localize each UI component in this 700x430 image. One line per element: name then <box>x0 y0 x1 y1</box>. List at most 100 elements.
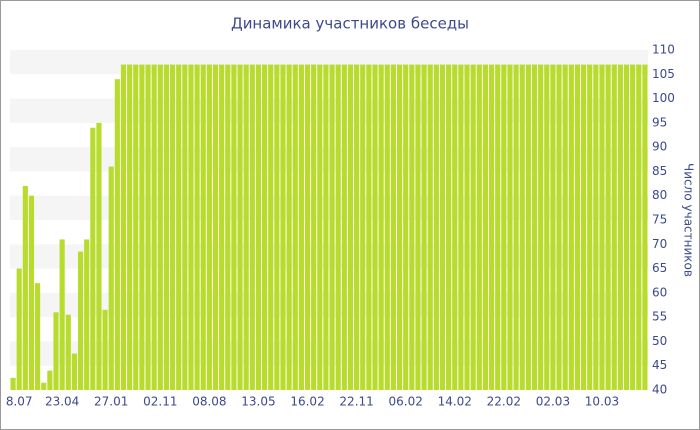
bar <box>292 64 298 391</box>
bar <box>262 64 268 391</box>
y-tick-label: 45 <box>652 358 667 372</box>
bar <box>544 64 550 391</box>
x-tick-label: 27.01 <box>94 395 128 409</box>
bar <box>605 64 611 391</box>
bar <box>212 64 219 391</box>
chart-title: Динамика участников беседы <box>231 15 469 33</box>
y-tick-label: 70 <box>652 237 667 251</box>
bar <box>157 64 163 391</box>
bar <box>636 64 642 391</box>
bar <box>421 64 427 391</box>
y-tick-label: 110 <box>652 43 675 57</box>
bar <box>286 64 292 391</box>
bar <box>10 377 16 390</box>
y-tick-label: 50 <box>652 334 667 348</box>
y-axis-label: Число участников <box>682 163 696 277</box>
bar <box>329 64 335 391</box>
bar <box>188 64 194 391</box>
bar <box>482 64 489 391</box>
bar <box>90 127 96 390</box>
x-tick-label: 22.02 <box>487 395 521 409</box>
x-tick-label: 02.03 <box>536 395 570 409</box>
bar <box>280 64 286 391</box>
bar <box>470 64 476 391</box>
bar <box>194 64 200 391</box>
x-tick-label: 06.02 <box>389 395 423 409</box>
bar <box>507 64 513 391</box>
bar <box>298 64 304 391</box>
y-tick-label: 65 <box>652 261 667 275</box>
y-tick-label: 60 <box>652 285 667 299</box>
bar <box>127 64 133 391</box>
bar <box>200 64 206 391</box>
x-tick-label: 02.11 <box>143 395 177 409</box>
bar <box>562 64 568 391</box>
x-tick-label: 14.02 <box>438 395 472 409</box>
bar <box>458 64 464 391</box>
x-tick-label: 10.03 <box>585 395 619 409</box>
y-tick-label: 105 <box>652 67 675 81</box>
bar <box>452 64 458 391</box>
bar <box>304 64 311 391</box>
bar <box>366 64 372 391</box>
bar <box>587 64 593 391</box>
y-tick-label: 90 <box>652 140 667 154</box>
bar <box>231 64 237 391</box>
bar <box>249 64 255 391</box>
bar <box>378 64 384 391</box>
bar <box>501 64 507 391</box>
bar <box>47 370 53 390</box>
bar <box>415 64 421 391</box>
bar <box>488 64 495 391</box>
bar <box>317 64 323 391</box>
bar <box>28 195 35 390</box>
bar <box>519 64 525 391</box>
bar <box>335 64 341 391</box>
bar <box>151 64 157 391</box>
bar <box>243 64 249 391</box>
bar <box>16 268 22 390</box>
bar <box>372 64 378 391</box>
bar <box>84 239 90 390</box>
bar <box>354 64 360 391</box>
bar <box>360 64 366 391</box>
x-tick-label: 13.05 <box>241 395 275 409</box>
bar <box>59 239 65 390</box>
bar <box>65 314 71 390</box>
bar <box>599 64 605 391</box>
bar <box>495 64 501 391</box>
bar <box>409 64 415 391</box>
bar <box>22 186 28 390</box>
x-tick-label: 22.11 <box>339 395 373 409</box>
plot-area <box>10 50 648 391</box>
bar <box>390 64 396 391</box>
bar <box>611 64 617 391</box>
bar <box>237 64 243 391</box>
bar <box>617 64 623 391</box>
bar <box>593 64 599 391</box>
bar <box>102 309 108 390</box>
bar <box>427 64 433 391</box>
bar <box>182 64 188 391</box>
bar <box>268 64 274 391</box>
bar <box>568 64 574 391</box>
bar <box>396 64 403 391</box>
bar <box>274 64 280 391</box>
bar <box>581 64 587 391</box>
bar <box>347 64 354 391</box>
y-tick-label: 100 <box>652 91 675 105</box>
bar <box>53 312 59 390</box>
bar <box>225 64 231 391</box>
y-tick-label: 95 <box>652 115 667 129</box>
bar <box>35 283 41 390</box>
x-tick-label: 8.07 <box>6 395 33 409</box>
bar <box>464 64 470 391</box>
bar <box>133 64 139 391</box>
bar <box>446 64 452 391</box>
bar <box>513 64 519 391</box>
bar <box>525 64 531 391</box>
bar <box>41 382 47 390</box>
bar <box>139 64 145 391</box>
bar <box>169 64 176 391</box>
y-tick-label: 75 <box>652 213 667 227</box>
